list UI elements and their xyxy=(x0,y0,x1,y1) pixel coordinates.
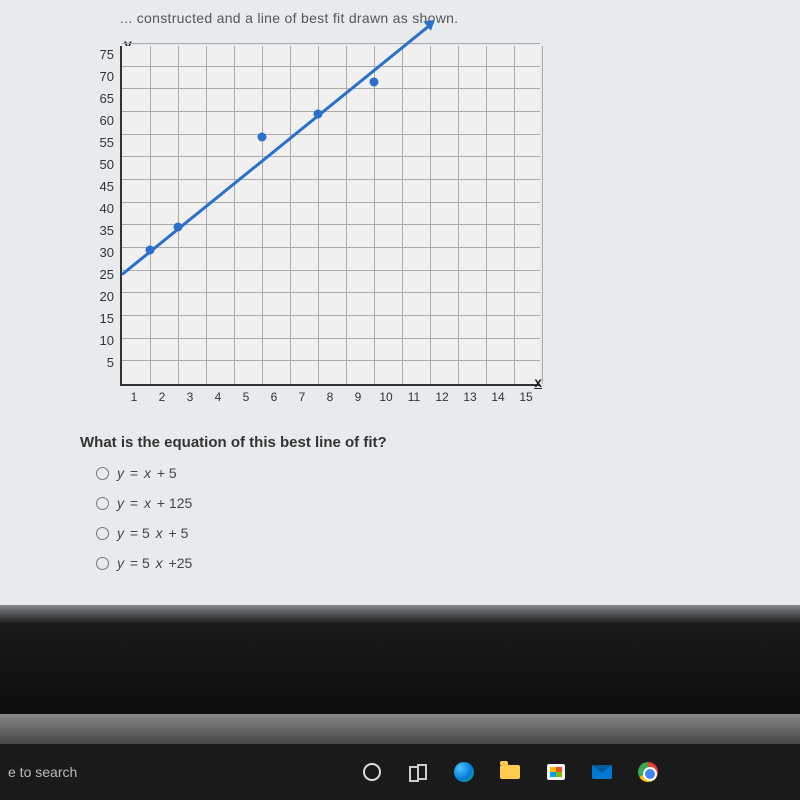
y-tick: 20 xyxy=(80,286,114,308)
y-tick: 35 xyxy=(80,220,114,242)
x-tick: 10 xyxy=(372,390,400,404)
data-point xyxy=(174,223,183,232)
radio-icon[interactable] xyxy=(96,557,109,570)
data-point xyxy=(258,132,267,141)
task-view-icon[interactable] xyxy=(406,760,430,784)
y-tick: 25 xyxy=(80,264,114,286)
y-tick: 30 xyxy=(80,242,114,264)
x-tick: 9 xyxy=(344,390,372,404)
x-tick: 1 xyxy=(120,390,148,404)
x-tick: 6 xyxy=(260,390,288,404)
options-list: y = x + 5 y = x + 125 y = 5 x + 5 y = 5 x +… xyxy=(60,465,800,571)
x-tick: 7 xyxy=(288,390,316,404)
option-label: y = 5 x + 5 xyxy=(117,525,188,541)
x-tick: 5 xyxy=(232,390,260,404)
chrome-icon[interactable] xyxy=(636,760,660,784)
y-tick-labels: 75706560555045403530252015105 xyxy=(80,44,114,374)
answer-option[interactable]: y = 5 x + 5 xyxy=(96,525,800,541)
y-tick: 70 xyxy=(80,66,114,88)
data-point xyxy=(370,78,379,87)
x-tick: 12 xyxy=(428,390,456,404)
answer-option[interactable]: y = 5 x +25 xyxy=(96,555,800,571)
data-point xyxy=(314,110,323,119)
x-tick: 11 xyxy=(400,390,428,404)
option-label: y = x + 125 xyxy=(117,495,192,511)
option-label: y = x + 5 xyxy=(117,465,177,481)
worksheet-page: ... constructed and a line of best fit d… xyxy=(0,0,800,605)
windows-taskbar[interactable]: e to search xyxy=(0,744,800,800)
y-tick: 60 xyxy=(80,110,114,132)
y-tick: 50 xyxy=(80,154,114,176)
y-tick: 45 xyxy=(80,176,114,198)
file-explorer-icon[interactable] xyxy=(498,760,522,784)
x-tick-labels: 123456789101112131415 xyxy=(120,390,540,404)
edge-icon[interactable] xyxy=(452,760,476,784)
answer-option[interactable]: y = x + 5 xyxy=(96,465,800,481)
scatter-chart: y 75706560555045403530252015105 x 123456… xyxy=(80,36,560,416)
y-tick: 5 xyxy=(80,352,114,374)
y-tick: 55 xyxy=(80,132,114,154)
taskbar-search-hint[interactable]: e to search xyxy=(0,764,220,780)
x-tick: 3 xyxy=(176,390,204,404)
x-axis-label: x xyxy=(534,374,542,390)
x-tick: 14 xyxy=(484,390,512,404)
radio-icon[interactable] xyxy=(96,527,109,540)
answer-option[interactable]: y = x + 125 xyxy=(96,495,800,511)
data-point xyxy=(146,246,155,255)
microsoft-store-icon[interactable] xyxy=(544,760,568,784)
y-tick: 15 xyxy=(80,308,114,330)
radio-icon[interactable] xyxy=(96,497,109,510)
trendline xyxy=(121,24,431,276)
x-tick: 15 xyxy=(512,390,540,404)
question-text: What is the equation of this best line o… xyxy=(80,434,800,451)
plot-area: x xyxy=(120,46,540,386)
y-tick: 65 xyxy=(80,88,114,110)
x-tick: 13 xyxy=(456,390,484,404)
x-tick: 8 xyxy=(316,390,344,404)
radio-icon[interactable] xyxy=(96,467,109,480)
y-tick: 40 xyxy=(80,198,114,220)
y-tick: 75 xyxy=(80,44,114,66)
mail-icon[interactable] xyxy=(590,760,614,784)
y-tick: 10 xyxy=(80,330,114,352)
laptop-bezel xyxy=(0,714,800,744)
taskbar-icons xyxy=(360,760,660,784)
x-tick: 2 xyxy=(148,390,176,404)
option-label: y = 5 x +25 xyxy=(117,555,192,571)
cortana-icon[interactable] xyxy=(360,760,384,784)
x-tick: 4 xyxy=(204,390,232,404)
